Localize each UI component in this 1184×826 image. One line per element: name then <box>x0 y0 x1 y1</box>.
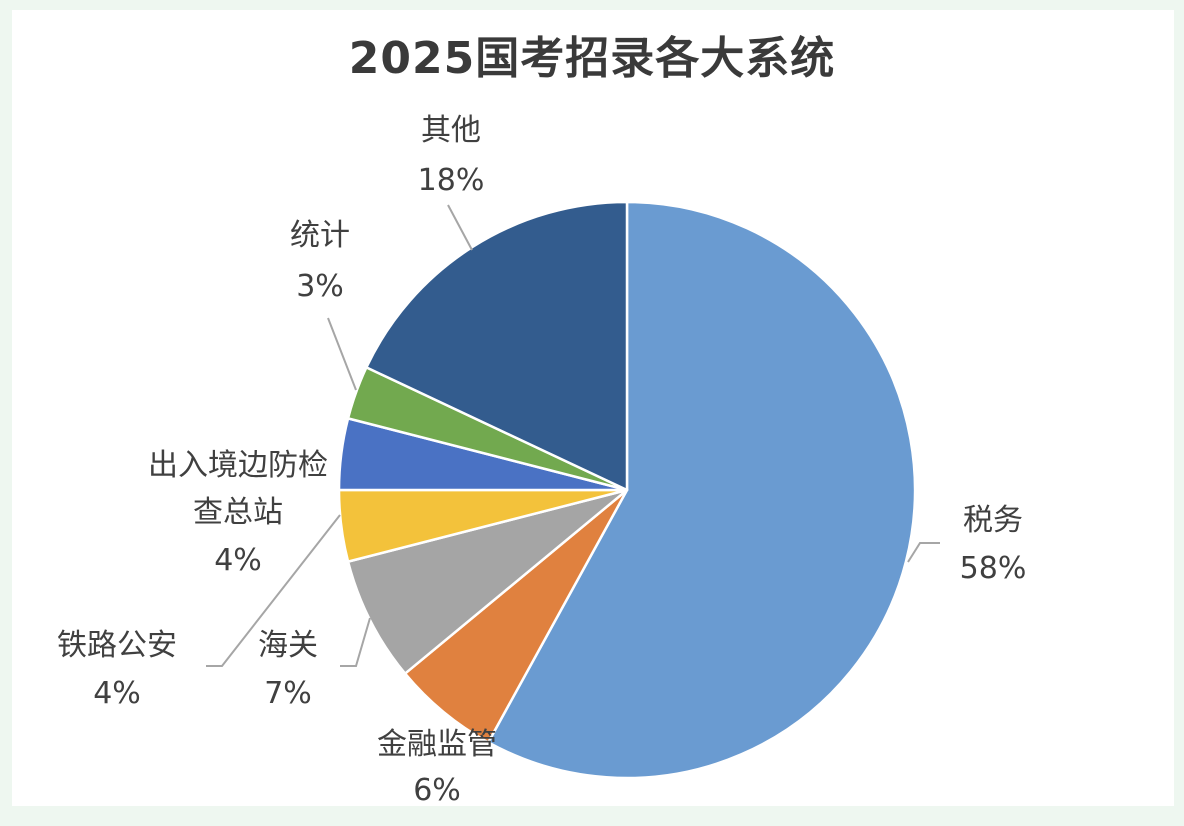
slice-category-label-4: 出入境边防检 <box>148 448 328 483</box>
slice-value-label-6: 18% <box>418 163 485 198</box>
pie-slice-0 <box>487 200 917 780</box>
slice-category-label-1: 金融监管 <box>377 727 497 762</box>
chart-title: 2025国考招录各大系统 <box>348 33 836 84</box>
slice-category-label-0: 税务 <box>963 503 1023 538</box>
leader-line-6 <box>447 204 473 251</box>
leader-line-5 <box>327 317 357 391</box>
slice-category-label-5: 统计 <box>290 218 350 253</box>
leader-line-0 <box>907 542 940 563</box>
leader-line-3 <box>206 514 341 667</box>
slice-value-label-5: 3% <box>296 269 344 304</box>
slice-value-label-2: 7% <box>264 676 312 711</box>
slice-value-label-4: 4% <box>214 543 262 578</box>
slice-value-label-3: 4% <box>93 676 141 711</box>
slice-value-label-0: 58% <box>960 551 1027 586</box>
slice-value-label-1: 6% <box>413 773 461 808</box>
pie-slice-2 <box>346 488 629 675</box>
slice-category-label-6: 其他 <box>421 113 481 148</box>
leader-line-2 <box>340 617 371 667</box>
slice-category-label-2: 海关 <box>258 628 318 663</box>
slice-category-label-4: 查总站 <box>193 495 283 530</box>
pie-slice-6 <box>365 200 629 492</box>
slice-category-label-3: 铁路公安 <box>57 628 177 663</box>
